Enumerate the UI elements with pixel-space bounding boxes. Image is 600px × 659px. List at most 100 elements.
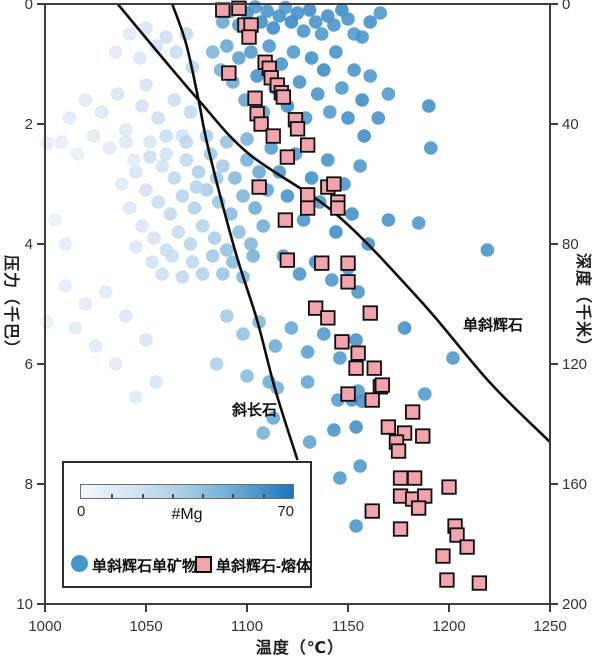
data-point-circle [149, 375, 163, 389]
data-point-circle [195, 267, 210, 281]
data-point-circle [119, 309, 133, 323]
data-point-circle [86, 129, 101, 143]
data-point-square [277, 212, 294, 228]
data-point-circle [167, 93, 182, 107]
data-point-circle [108, 357, 123, 371]
data-point-square [307, 300, 324, 316]
data-point-circle [236, 189, 250, 203]
data-point-circle [411, 216, 426, 230]
data-point-circle [329, 225, 343, 239]
data-point-circle [256, 426, 271, 440]
y-left-tick-label: 2 [25, 116, 33, 133]
y-left-tick-label: 0 [25, 0, 33, 13]
data-point-square [251, 179, 267, 195]
data-point-circle [145, 255, 159, 269]
data-point-circle [260, 4, 275, 18]
data-point-circle [119, 123, 133, 137]
data-point-circle [129, 240, 143, 254]
data-point-circle [355, 93, 369, 107]
data-point-circle [129, 165, 143, 179]
data-point-square [299, 137, 316, 153]
data-point-circle [94, 105, 109, 119]
data-point-circle [357, 129, 372, 143]
data-point-circle [149, 39, 163, 53]
data-point-square [299, 200, 316, 216]
data-point-square [334, 334, 350, 350]
data-point-circle [397, 321, 412, 335]
data-point-square [380, 419, 397, 435]
colorbar-title: #Mg [171, 506, 203, 523]
data-point-circle [139, 183, 153, 197]
y-right-tick-label: 200 [562, 596, 587, 613]
data-point-circle [304, 171, 319, 185]
data-point-circle [189, 180, 204, 194]
data-point-square [279, 252, 296, 268]
data-point-circle [304, 51, 319, 65]
curve-plagioclase [171, 3, 299, 461]
data-point-circle [353, 159, 367, 173]
data-point-circle [179, 135, 194, 149]
colorbar-max-label: 70 [277, 503, 294, 520]
data-point-circle [139, 333, 153, 347]
data-point-circle [280, 189, 295, 203]
data-point-circle [353, 459, 367, 473]
y-right-tick-label: 80 [562, 236, 579, 253]
data-point-square [415, 428, 431, 444]
data-point-circle [314, 27, 329, 41]
data-point-circle [183, 237, 198, 251]
data-point-circle [341, 111, 355, 125]
data-point-circle [220, 243, 234, 257]
data-point-circle [135, 219, 149, 233]
data-point-circle [300, 345, 315, 359]
data-point-square [435, 548, 451, 564]
data-point-square [320, 310, 336, 326]
data-point-circle [165, 249, 180, 263]
data-point-square [340, 386, 356, 402]
data-point-circle [155, 159, 169, 173]
data-point-circle [129, 390, 143, 404]
data-point-square [410, 500, 427, 516]
data-point-circle [286, 45, 301, 59]
data-point-square [253, 116, 269, 132]
data-point-circle [347, 63, 361, 77]
y-right-tick-label: 120 [562, 356, 587, 373]
data-point-square [326, 176, 342, 192]
data-point-circle [123, 27, 137, 41]
x-axis-title: 温度（℃） [255, 640, 345, 657]
y-left-tick-label: 8 [25, 476, 33, 493]
data-point-circle [205, 249, 220, 263]
data-point-circle [62, 111, 76, 125]
data-point-circle [40, 315, 54, 329]
data-point-circle [335, 81, 349, 95]
data-point-circle [266, 411, 281, 425]
colorbar-min-label: 0 [77, 503, 86, 520]
data-point-square [299, 187, 316, 203]
data-point-circle [119, 135, 133, 149]
data-point-circle [147, 231, 161, 245]
data-point-circle [308, 15, 323, 29]
legend: 0 70 #Mg 单斜辉石单矿物 单斜辉石-熔体 [62, 461, 312, 588]
data-point-circle [296, 213, 311, 227]
data-point-circle [151, 111, 165, 125]
data-point-circle [373, 6, 388, 20]
data-point-square [340, 255, 356, 271]
x-tick-label: 1150 [332, 618, 364, 635]
data-point-circle [302, 3, 317, 17]
data-point-circle [248, 0, 262, 14]
data-point-square [362, 305, 378, 321]
data-point-circle [349, 420, 363, 434]
colorbar-tick [202, 494, 205, 498]
y-left-tick-label: 6 [25, 356, 33, 373]
data-point-square [364, 503, 380, 519]
data-point-square [441, 479, 457, 495]
data-point-circle [236, 327, 250, 341]
data-point-circle [169, 45, 184, 59]
data-point-circle [216, 15, 230, 29]
data-point-circle [381, 213, 396, 227]
data-point-square [241, 29, 257, 45]
legend-label-square: 单斜辉石-熔体 [216, 558, 311, 575]
data-point-circle [345, 207, 359, 221]
colorbar-tick [232, 494, 235, 498]
data-point-circle [88, 339, 103, 353]
